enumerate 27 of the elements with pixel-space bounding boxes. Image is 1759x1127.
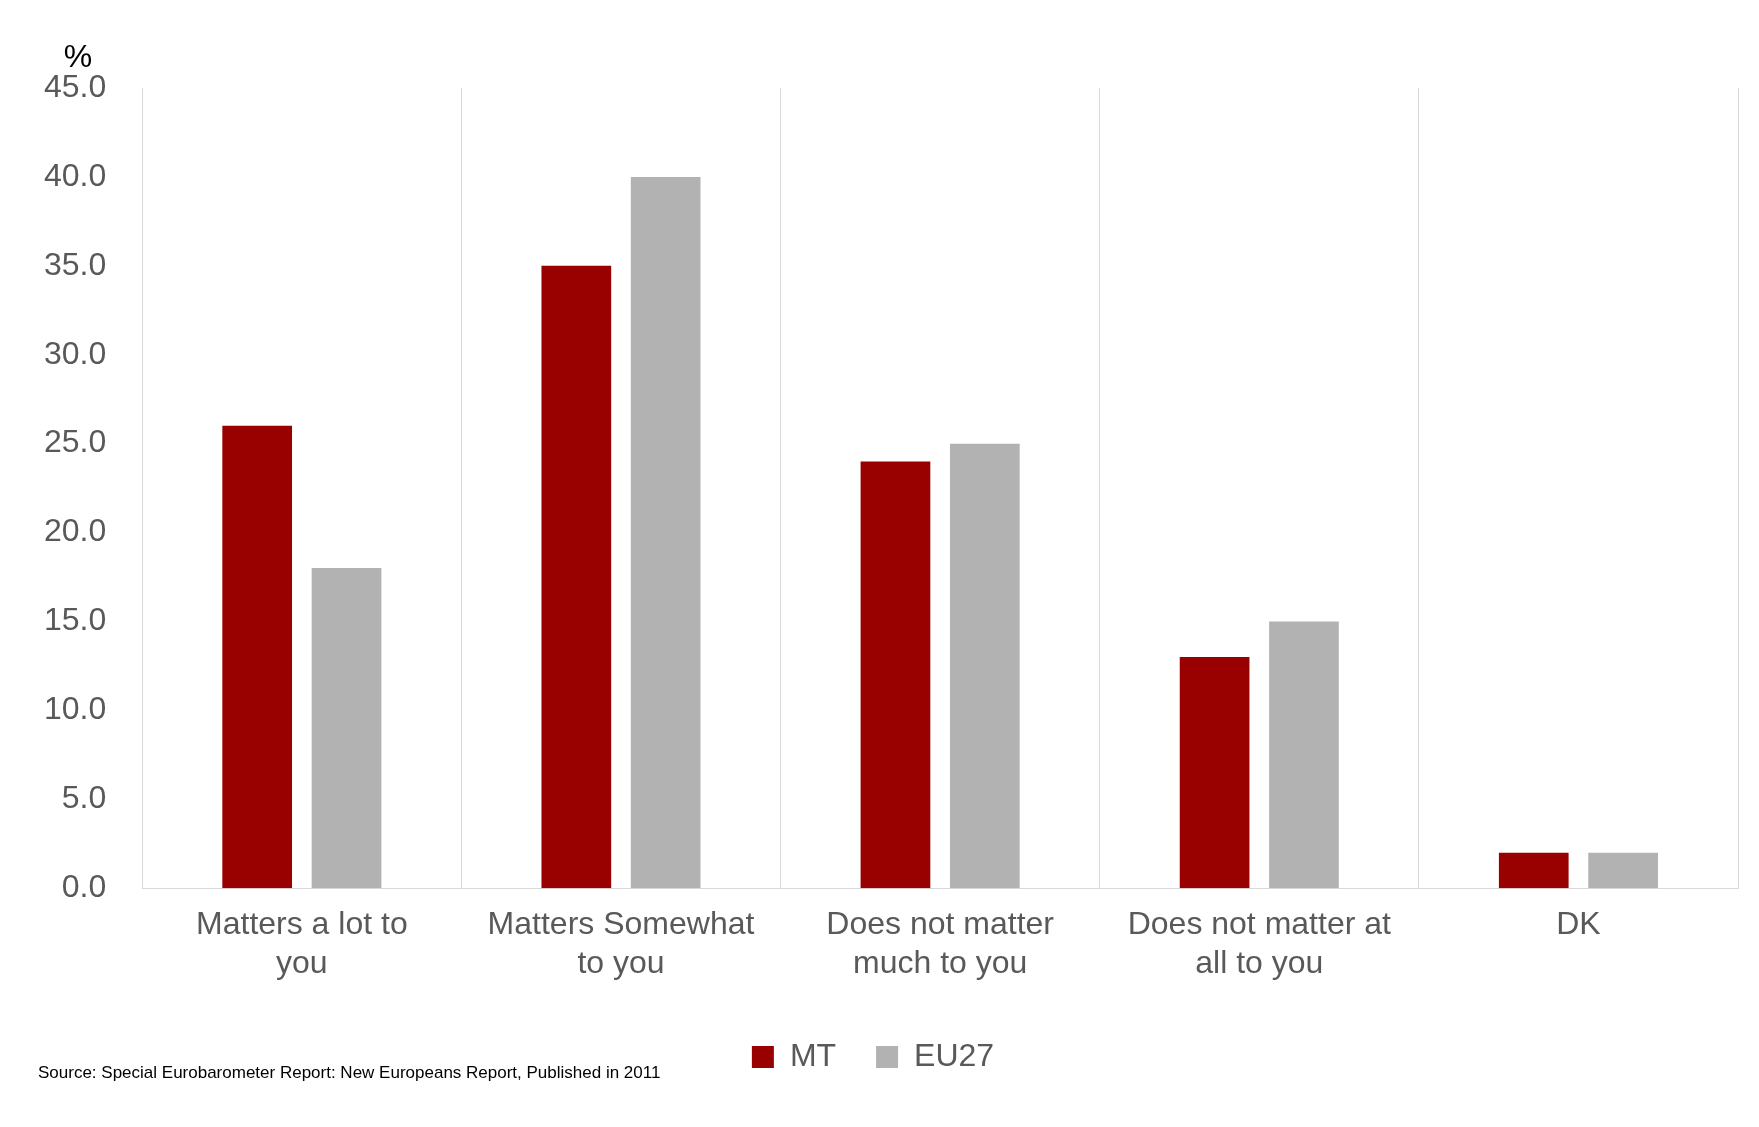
bar: [311, 568, 382, 889]
x-tick-label: Does not matter at all to you: [1127, 905, 1392, 980]
y-tick-label: 0.0: [61, 868, 107, 905]
bar: [222, 425, 293, 889]
bar: [860, 461, 931, 889]
bar: [630, 176, 701, 889]
y-tick-label: 25.0: [44, 423, 107, 460]
y-tick-label: 30.0: [44, 334, 107, 371]
x-tick-label: DK: [1556, 905, 1601, 942]
y-tick-label: 40.0: [44, 156, 107, 193]
bar: [1498, 852, 1569, 889]
y-tick-label: 20.0: [44, 512, 107, 549]
y-tick-label: 15.0: [44, 601, 107, 638]
x-tick-label: Matters Somewhat to you: [487, 905, 755, 980]
bar: [1588, 852, 1658, 889]
y-tick-label: 5.0: [61, 779, 107, 816]
bar: [541, 265, 612, 889]
bar: [949, 443, 1020, 889]
bar: [1269, 621, 1339, 889]
x-tick-label: Matters a lot to you: [196, 905, 408, 980]
legend-label: EU27: [914, 1036, 995, 1073]
x-tick-label: Does not matter much to you: [826, 905, 1055, 980]
bar: [1179, 657, 1250, 889]
source-note: Source: Special Eurobarometer Report: New Europeans Report, Published in 2011: [38, 1063, 661, 1083]
y-tick-label: 10.0: [44, 690, 107, 727]
legend-label: MT: [789, 1036, 837, 1073]
y-tick-label: 35.0: [44, 245, 107, 282]
